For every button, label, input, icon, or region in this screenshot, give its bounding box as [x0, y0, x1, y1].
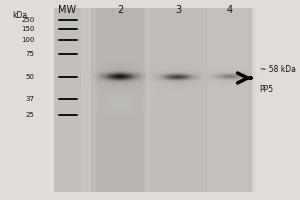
Bar [154, 8, 202, 192]
Bar [210, 8, 249, 192]
Bar [155, 8, 201, 192]
Bar [154, 8, 201, 192]
Bar [100, 8, 140, 192]
Bar [150, 8, 206, 192]
Bar [54, 8, 252, 192]
Text: 25: 25 [26, 112, 34, 118]
Text: 150: 150 [21, 26, 34, 32]
Bar [209, 8, 250, 192]
Bar [209, 8, 250, 192]
Bar [157, 8, 199, 192]
Bar [204, 8, 255, 192]
Bar [205, 8, 254, 192]
Text: 75: 75 [26, 51, 34, 57]
Bar [158, 8, 197, 192]
Bar [97, 8, 143, 192]
Text: 2: 2 [117, 5, 123, 15]
Bar [94, 8, 146, 192]
Bar [152, 8, 203, 192]
Bar [99, 8, 141, 192]
Bar [158, 8, 198, 192]
Bar [99, 8, 141, 192]
Bar [93, 8, 147, 192]
Bar [204, 8, 255, 192]
Bar [207, 8, 252, 192]
Text: 3: 3 [175, 5, 181, 15]
Text: 37: 37 [26, 96, 34, 102]
Bar [154, 8, 202, 192]
Bar [207, 8, 252, 192]
Bar [207, 8, 252, 192]
Bar [98, 8, 142, 192]
Bar [100, 8, 140, 192]
Bar [211, 8, 248, 192]
Bar [210, 8, 249, 192]
Bar [205, 8, 254, 192]
Bar [152, 8, 204, 192]
Text: 100: 100 [21, 37, 34, 43]
Bar [92, 8, 148, 192]
Bar [93, 8, 147, 192]
Bar [208, 8, 251, 192]
Text: 250: 250 [21, 17, 34, 23]
Bar [98, 8, 142, 192]
Bar [155, 8, 200, 192]
Bar [97, 8, 143, 192]
Text: 50: 50 [26, 74, 34, 80]
Bar [156, 8, 200, 192]
Bar [205, 8, 254, 192]
Bar [95, 8, 145, 192]
Bar [54, 8, 81, 192]
Bar [203, 8, 256, 192]
Bar [95, 8, 145, 192]
Bar [208, 8, 251, 192]
Text: MW: MW [58, 5, 76, 15]
Bar [152, 8, 204, 192]
Bar [153, 8, 203, 192]
Text: kDa: kDa [12, 11, 27, 20]
Bar [153, 8, 203, 192]
Bar [211, 8, 248, 192]
Bar [98, 8, 142, 192]
Bar [158, 8, 198, 192]
Bar [96, 8, 144, 192]
Bar [96, 8, 144, 192]
Bar [100, 8, 140, 192]
Bar [94, 8, 146, 192]
Bar [208, 8, 250, 192]
Text: PP5: PP5 [260, 85, 274, 94]
Bar [156, 8, 200, 192]
Text: ~ 58 kDa: ~ 58 kDa [260, 66, 296, 74]
Bar [157, 8, 199, 192]
Text: 4: 4 [226, 5, 232, 15]
Bar [206, 8, 253, 192]
Bar [94, 8, 146, 192]
Bar [151, 8, 205, 192]
Bar [151, 8, 205, 192]
Bar [206, 8, 253, 192]
